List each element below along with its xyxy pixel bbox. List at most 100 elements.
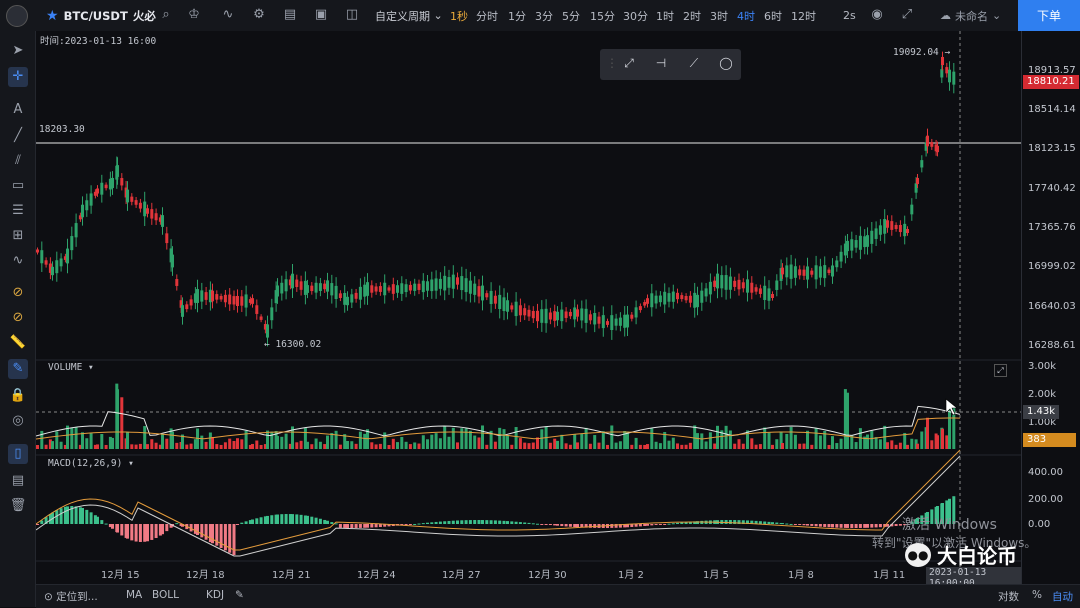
edit-list-icon[interactable]: ▤ <box>11 473 25 488</box>
grid-icon[interactable]: ⊞ <box>12 228 24 243</box>
save-icon[interactable]: ▣ <box>314 7 328 22</box>
magnet-icon[interactable]: ⊘ <box>12 285 24 300</box>
maximize-icon[interactable]: ⤢ <box>994 364 1007 377</box>
indicator-kdj[interactable]: KDJ <box>206 589 225 601</box>
timeframe-11[interactable]: 6时 <box>764 9 782 23</box>
volume-bar <box>473 435 477 449</box>
ruler-icon[interactable]: 📏 <box>9 335 27 350</box>
macd-histogram-bar <box>926 512 929 524</box>
chart-type-icon[interactable]: ▤ <box>283 7 297 22</box>
candle-body <box>464 278 468 293</box>
trendline-icon[interactable]: ╱ <box>14 128 22 143</box>
layout-name[interactable]: ☁ 未命名 ⌄ <box>940 9 1002 23</box>
strong-magnet-icon[interactable]: ⊘ <box>12 310 24 325</box>
pattern-icon[interactable]: ∿ <box>12 253 24 268</box>
app-logo[interactable] <box>6 5 28 27</box>
auto-toggle[interactable]: 自动 <box>1052 591 1073 603</box>
volume-bar <box>378 443 382 449</box>
candle-body <box>839 251 843 262</box>
star-icon[interactable]: ★ <box>46 7 59 24</box>
indicator-ma[interactable]: MA <box>126 589 143 601</box>
candle-body <box>580 308 584 321</box>
trash-icon[interactable]: 🗑 <box>9 498 27 513</box>
volume-bar <box>894 444 898 449</box>
crown-icon[interactable]: ♔ <box>188 7 200 22</box>
macd-histogram-bar <box>408 524 412 525</box>
volume-bar <box>630 444 634 449</box>
camera-icon[interactable]: ◉ <box>871 7 883 22</box>
macd-histogram-bar <box>387 524 391 527</box>
candle-body <box>588 314 592 321</box>
timeframe-10[interactable]: 4时 <box>737 9 755 23</box>
custom-period-dropdown[interactable]: 自定义周期 ⌄ <box>375 9 443 23</box>
text-icon[interactable]: A <box>13 102 23 117</box>
pen-icon[interactable]: ✎ <box>8 359 28 379</box>
eye-icon[interactable]: ◎ <box>12 413 24 428</box>
timeframe-0[interactable]: 1秒 <box>450 9 468 23</box>
line-icon[interactable]: ⟋ <box>689 56 699 70</box>
log-toggle[interactable]: 对数 <box>998 591 1019 603</box>
chart-area[interactable]: 时间:2023-01-13 16:00 18203.30 19092.04 → … <box>36 31 1021 589</box>
candle-body <box>626 314 629 328</box>
symbol-selector[interactable]: ★ BTC/USDT 火必 <box>46 0 156 31</box>
timeframe-7[interactable]: 1时 <box>656 9 674 23</box>
bookmark-icon[interactable]: ▯ <box>8 444 28 464</box>
layout-icon[interactable]: ◫ <box>345 7 359 22</box>
search-icon[interactable]: ⌕ <box>162 7 170 22</box>
macd-histogram-bar <box>93 515 97 524</box>
order-button[interactable]: 下单 <box>1018 0 1080 31</box>
timeframe-4[interactable]: 5分 <box>562 9 580 23</box>
macd-histogram-bar <box>146 524 149 542</box>
timeframe-1[interactable]: 分时 <box>476 9 498 23</box>
timeframe-2[interactable]: 1分 <box>508 9 526 23</box>
timeframe-3[interactable]: 3分 <box>535 9 553 23</box>
volume-bar <box>120 397 124 449</box>
ray-icon[interactable]: ⤢ <box>624 56 634 70</box>
gear-icon[interactable]: ⚙ <box>253 7 265 22</box>
edit-icon[interactable]: ✎ <box>235 589 244 601</box>
volume-bar <box>146 444 149 449</box>
volume-bar <box>96 444 99 449</box>
macd-histogram-bar <box>863 524 867 528</box>
macd-pane-label[interactable]: MACD(12,26,9) ▾ <box>48 458 134 469</box>
circle-icon[interactable]: ◯ <box>719 56 733 70</box>
macd-histogram-bar <box>215 524 219 546</box>
timeframe-5[interactable]: 15分 <box>590 9 615 23</box>
parallel-lines-icon[interactable]: ☰ <box>12 203 24 218</box>
macd-histogram-bar <box>165 524 169 532</box>
volume-bar <box>886 442 889 449</box>
timeframe-9[interactable]: 3时 <box>710 9 728 23</box>
lock-icon[interactable]: 🔒 <box>9 388 27 403</box>
price-axis[interactable]: 18913.57 18514.14 18123.15 17740.42 17365.76… <box>1021 31 1080 584</box>
crosshair-icon[interactable]: ✛ <box>8 67 28 87</box>
candle-body <box>434 278 438 291</box>
drag-handle-icon[interactable]: ⋮ <box>606 56 618 70</box>
volume-bar <box>89 433 93 449</box>
candle-body <box>161 215 164 227</box>
goto-button[interactable]: ⊙ 定位到... <box>44 591 98 603</box>
indicator-icon[interactable]: ∿ <box>222 7 234 22</box>
volume-pane-label[interactable]: VOLUME ▾ <box>48 362 94 373</box>
chart-canvas[interactable] <box>36 31 1021 584</box>
volume-bar <box>59 441 63 449</box>
timeframe-12[interactable]: 12时 <box>791 9 816 23</box>
rectangle-icon[interactable]: ▭ <box>11 178 25 193</box>
candle-body <box>650 293 654 308</box>
candle-body <box>219 295 223 300</box>
candle-body <box>438 278 442 289</box>
fib-icon[interactable]: ⫽ <box>15 153 21 168</box>
indicator-boll[interactable]: BOLL <box>152 589 179 601</box>
macd-histogram-bar <box>898 524 902 526</box>
second-interval[interactable]: 2s <box>843 9 856 22</box>
time-axis-label: 1月 5 <box>703 570 729 581</box>
timeframe-8[interactable]: 2时 <box>683 9 701 23</box>
volume-bar <box>396 442 399 449</box>
candle-body <box>318 283 322 291</box>
timeframe-6[interactable]: 30分 <box>623 9 648 23</box>
fullscreen-icon[interactable]: ⤢ <box>901 7 913 22</box>
volume-bar <box>383 432 387 449</box>
cursor-icon[interactable]: ➤ <box>12 43 24 58</box>
macd-histogram-bar <box>189 524 193 532</box>
percent-toggle[interactable]: % <box>1032 589 1042 601</box>
horizontal-line-icon[interactable]: ⊣ <box>655 56 667 70</box>
